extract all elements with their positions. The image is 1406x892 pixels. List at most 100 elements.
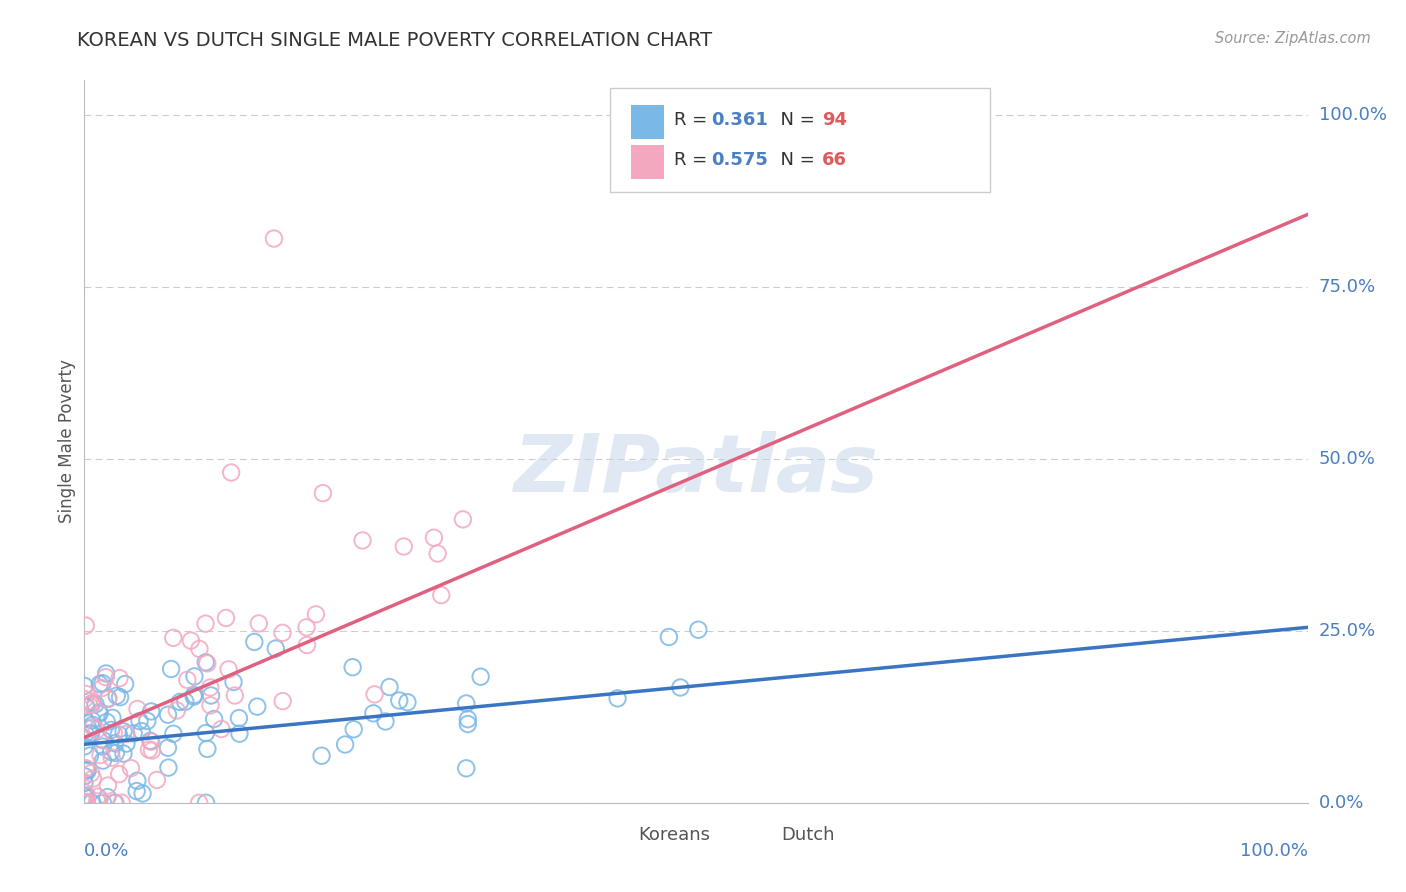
- Point: [264, 641, 287, 656]
- Point: [96, 714, 118, 729]
- Point: [215, 611, 238, 625]
- Point: [396, 695, 419, 709]
- Point: [112, 747, 135, 761]
- Text: 0.0%: 0.0%: [84, 842, 129, 860]
- Point: [305, 607, 328, 622]
- Point: [451, 512, 474, 526]
- Point: [136, 714, 159, 728]
- Point: [423, 531, 446, 545]
- Point: [246, 699, 269, 714]
- Point: [91, 754, 114, 768]
- Point: [188, 641, 211, 656]
- Point: [176, 673, 198, 687]
- Point: [76, 700, 98, 714]
- Point: [94, 666, 117, 681]
- Point: [128, 714, 150, 728]
- Text: R =: R =: [673, 111, 713, 129]
- Point: [76, 789, 98, 803]
- Point: [77, 722, 100, 736]
- Point: [75, 796, 97, 810]
- Text: N =: N =: [769, 151, 821, 169]
- Point: [669, 681, 692, 695]
- Text: 50.0%: 50.0%: [1319, 450, 1375, 467]
- Point: [101, 711, 124, 725]
- Point: [271, 625, 294, 640]
- Point: [388, 693, 411, 707]
- Point: [73, 769, 96, 783]
- Point: [96, 790, 118, 805]
- Point: [127, 773, 149, 788]
- FancyBboxPatch shape: [631, 145, 664, 178]
- Point: [200, 681, 222, 695]
- Point: [80, 766, 103, 780]
- Point: [166, 703, 188, 717]
- Point: [97, 779, 120, 793]
- Y-axis label: Single Male Poverty: Single Male Poverty: [58, 359, 76, 524]
- Point: [100, 750, 122, 764]
- Point: [194, 656, 217, 670]
- Point: [195, 742, 218, 756]
- Point: [457, 712, 479, 726]
- Point: [77, 694, 100, 708]
- Point: [114, 677, 136, 691]
- Point: [160, 662, 183, 676]
- Point: [80, 714, 103, 728]
- Point: [146, 772, 169, 787]
- Point: [131, 787, 153, 801]
- Point: [183, 690, 205, 704]
- Point: [86, 723, 108, 737]
- Point: [139, 733, 162, 747]
- Point: [295, 620, 318, 634]
- Text: 0.361: 0.361: [710, 111, 768, 129]
- Point: [127, 702, 149, 716]
- Point: [104, 796, 127, 810]
- Point: [80, 698, 103, 712]
- Point: [157, 761, 180, 775]
- Point: [97, 691, 120, 706]
- Text: 75.0%: 75.0%: [1319, 277, 1376, 296]
- Point: [104, 736, 127, 750]
- Point: [247, 616, 270, 631]
- Point: [222, 675, 245, 690]
- Text: N =: N =: [769, 111, 821, 129]
- Point: [271, 694, 294, 708]
- Point: [343, 723, 366, 737]
- Point: [89, 677, 111, 691]
- Point: [112, 724, 135, 739]
- Point: [162, 727, 184, 741]
- Point: [224, 689, 246, 703]
- Point: [108, 671, 131, 685]
- Point: [80, 697, 103, 711]
- Point: [363, 706, 385, 721]
- Point: [79, 748, 101, 763]
- Point: [169, 695, 191, 709]
- Point: [470, 670, 492, 684]
- Point: [430, 588, 453, 602]
- Point: [105, 689, 128, 703]
- Point: [100, 745, 122, 759]
- Point: [228, 727, 250, 741]
- Point: [374, 714, 396, 729]
- Point: [76, 764, 98, 778]
- Point: [131, 724, 153, 739]
- Point: [87, 789, 110, 804]
- Point: [80, 726, 103, 740]
- Point: [79, 727, 101, 741]
- Point: [75, 789, 97, 803]
- Point: [77, 698, 100, 712]
- Point: [188, 796, 211, 810]
- Point: [606, 691, 628, 706]
- Point: [73, 789, 96, 804]
- Point: [100, 723, 122, 737]
- Point: [333, 738, 356, 752]
- Point: [392, 540, 415, 554]
- Point: [194, 616, 217, 631]
- Point: [91, 796, 114, 810]
- Point: [228, 711, 250, 725]
- Point: [97, 692, 120, 706]
- Point: [688, 623, 710, 637]
- Text: Source: ZipAtlas.com: Source: ZipAtlas.com: [1215, 31, 1371, 46]
- Point: [312, 486, 335, 500]
- Point: [108, 767, 131, 781]
- FancyBboxPatch shape: [738, 823, 775, 847]
